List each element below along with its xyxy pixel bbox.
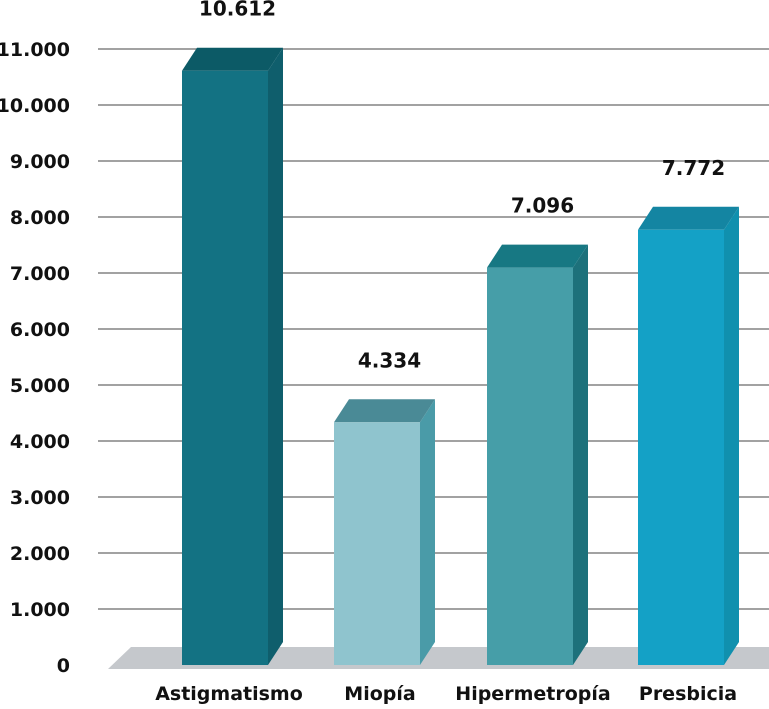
bar-top (487, 244, 588, 268)
y-tick-label: 0 (57, 655, 70, 677)
value-label: 7.096 (511, 194, 574, 218)
y-tick-label: 7.000 (10, 263, 70, 285)
bar-top (182, 47, 283, 71)
bar-astigmatismo (182, 47, 283, 665)
y-tick-label: 9.000 (10, 151, 70, 173)
bar-side (573, 244, 588, 665)
category-label: Hipermetropía (455, 683, 610, 705)
category-labels: Astigmatismo Miopía Hipermetropía Presbicia (155, 683, 737, 705)
bar-side (268, 47, 283, 665)
value-labels: 10.612 4.334 7.096 7.772 (199, 0, 725, 372)
bar-top (334, 399, 435, 423)
category-label: Presbicia (639, 683, 737, 705)
bars (182, 47, 739, 665)
category-label: Miopía (344, 683, 415, 705)
bar-presbicia (638, 206, 739, 665)
y-tick-label: 1.000 (10, 599, 70, 621)
y-tick-label: 5.000 (10, 375, 70, 397)
bar-side (724, 206, 739, 665)
bar-front (182, 70, 268, 665)
bar-front (638, 229, 724, 665)
bar-hipermetrop-a (487, 244, 588, 665)
y-tick-label: 2.000 (10, 543, 70, 565)
y-tick-label: 11.000 (0, 39, 70, 61)
y-axis-ticks: 0 1.000 2.000 3.000 4.000 5.000 6.000 7.000 8.00… (0, 39, 70, 677)
y-tick-label: 10.000 (0, 95, 70, 117)
bar-top (638, 206, 739, 230)
bar-side (420, 399, 435, 665)
y-tick-label: 8.000 (10, 207, 70, 229)
value-label: 4.334 (358, 348, 421, 372)
value-label: 10.612 (199, 0, 276, 21)
bar-front (334, 422, 420, 665)
y-tick-label: 4.000 (10, 431, 70, 453)
value-label: 7.772 (662, 156, 725, 180)
bar-miop-a (334, 399, 435, 665)
y-tick-label: 6.000 (10, 319, 70, 341)
y-tick-label: 3.000 (10, 487, 70, 509)
category-label: Astigmatismo (155, 683, 303, 705)
bar-front (487, 267, 573, 665)
